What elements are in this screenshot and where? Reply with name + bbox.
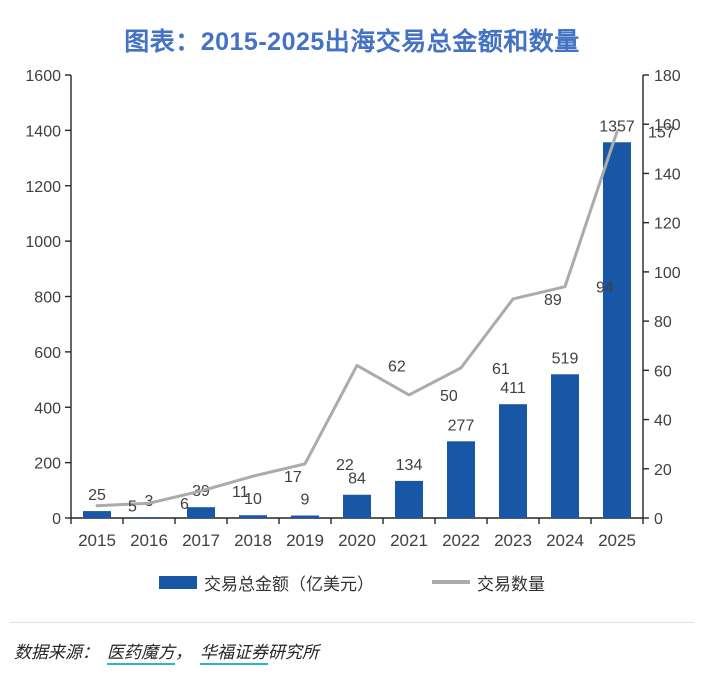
- bar-label-2020: 84: [348, 471, 366, 488]
- line-label-2016: 6: [180, 496, 189, 513]
- source-link-huafu-securities[interactable]: 华福证券: [200, 643, 268, 665]
- bar-2015: [83, 511, 111, 518]
- bar-2017: [187, 507, 215, 518]
- chart-area: 0 200 400 600 800 1000 1200 1400 1600 0 20 40 60 80 10…: [0, 60, 704, 565]
- legend-label-count: 交易数量: [477, 574, 545, 594]
- line-label-2023: 89: [544, 292, 562, 309]
- bar-label-2015: 25: [88, 487, 106, 504]
- left-axis-label: 800: [34, 290, 61, 307]
- x-axis-label-2019: 2019: [286, 531, 324, 550]
- left-axis-label: 1200: [25, 179, 61, 196]
- left-axis-label: 1400: [25, 123, 61, 140]
- line-series-swatch: [432, 580, 470, 584]
- right-axis-label: 80: [654, 314, 672, 331]
- x-axis-label-2024: 2024: [546, 531, 584, 550]
- line-label-2018: 17: [284, 469, 302, 486]
- left-axis-label: 1000: [25, 234, 61, 251]
- bar-label-2025: 1357: [599, 118, 635, 135]
- x-axis-label-2021: 2021: [390, 531, 428, 550]
- source-link-pharmcube[interactable]: 医药魔方: [107, 643, 175, 665]
- x-axis-label-2015: 2015: [78, 531, 116, 550]
- bar-label-2019: 9: [301, 492, 310, 509]
- x-axis-label-2017: 2017: [182, 531, 220, 550]
- line-label-2017: 11: [232, 484, 249, 501]
- legend-item-amount: 交易总金额（亿美元）: [159, 570, 374, 595]
- right-axis-label: 100: [654, 265, 681, 282]
- right-axis-label: 120: [654, 216, 681, 233]
- combo-chart: 0 200 400 600 800 1000 1200 1400 1600 0 20 40 60 80 10…: [25, 68, 681, 550]
- x-axis-label-2016: 2016: [130, 531, 168, 550]
- bar-label-2024: 519: [552, 350, 579, 367]
- x-axis-label-2020: 2020: [338, 531, 376, 550]
- bar-2022: [447, 441, 475, 518]
- right-axis-label: 40: [654, 413, 672, 430]
- x-axis-label-2023: 2023: [494, 531, 532, 550]
- data-source: 数据来源： 医药魔方， 华福证券研究所: [14, 638, 704, 665]
- line-label-2022: 61: [492, 361, 510, 378]
- bar-2018: [239, 515, 267, 518]
- right-axis-label: 160: [654, 117, 681, 134]
- left-axis-label: 600: [34, 345, 61, 362]
- line-label-2024: 94: [596, 280, 614, 297]
- source-prefix: 数据来源：: [14, 643, 99, 662]
- bar-label-2016: 3: [145, 493, 154, 510]
- right-axis-label: 140: [654, 166, 681, 183]
- bar-label-2021: 134: [396, 457, 423, 474]
- x-axis-label-2018: 2018: [234, 531, 272, 550]
- bar-2021: [395, 480, 423, 518]
- x-axis-label-2025: 2025: [598, 531, 636, 550]
- bar-label-2022: 277: [448, 417, 475, 434]
- left-axis-label: 400: [34, 400, 61, 417]
- chart-legend: 交易总金额（亿美元） 交易数量: [0, 569, 704, 595]
- line-label-2015: 5: [128, 499, 137, 516]
- source-separator: ，: [175, 643, 192, 662]
- x-axis-label-2022: 2022: [442, 531, 480, 550]
- right-axis-label: 60: [654, 363, 672, 380]
- bar-2024: [551, 374, 579, 518]
- left-axis-label: 1600: [25, 68, 61, 85]
- source-suffix: 研究所: [268, 643, 319, 662]
- line-label-2025: 157: [648, 125, 675, 142]
- transaction-count-line: [95, 130, 619, 508]
- line-label-2019: 22: [336, 457, 354, 474]
- left-axis-label: 0: [52, 511, 61, 528]
- left-axis-label: 200: [34, 456, 61, 473]
- bar-2025: [603, 142, 631, 518]
- bar-2020: [343, 494, 371, 518]
- bar-label-2018: 10: [244, 491, 262, 508]
- bar-label-2023: 411: [500, 380, 526, 397]
- bar-2016: [135, 517, 163, 518]
- bar-series-swatch: [159, 575, 197, 589]
- line-label-2021: 50: [440, 388, 458, 405]
- footer-divider: [10, 622, 694, 623]
- line-label-2020: 62: [388, 358, 406, 375]
- bar-2023: [499, 404, 527, 518]
- bar-2019: [291, 515, 319, 518]
- right-axis-label: 0: [654, 511, 663, 528]
- legend-label-amount: 交易总金额（亿美元）: [204, 574, 374, 594]
- legend-item-count: 交易数量: [432, 570, 545, 595]
- right-axis-label: 20: [654, 462, 672, 479]
- right-axis-label: 180: [654, 68, 681, 85]
- chart-title: 图表：2015-2025出海交易总金额和数量: [124, 28, 580, 56]
